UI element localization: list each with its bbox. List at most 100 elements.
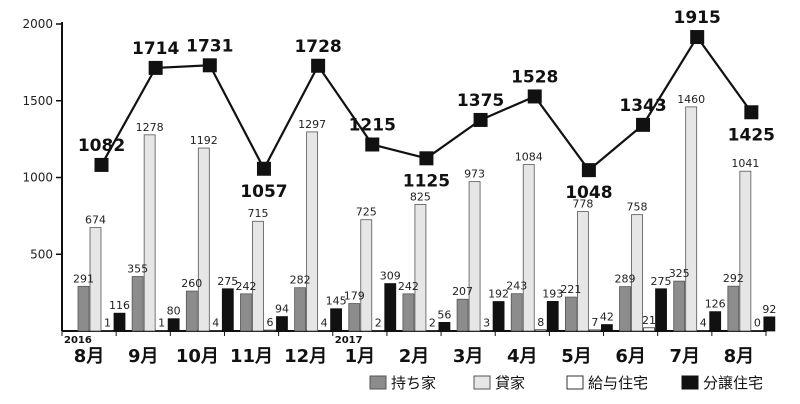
bar-value-label: 4 bbox=[212, 316, 219, 329]
bar-2 bbox=[576, 211, 589, 332]
bar-4 bbox=[655, 288, 667, 332]
bar-value-label: 56 bbox=[437, 308, 451, 321]
bar-1 bbox=[348, 303, 361, 332]
legend-label: 貸家 bbox=[495, 374, 525, 392]
x-category-label: 5月 bbox=[561, 346, 592, 367]
x-category-label: 12月 bbox=[284, 346, 327, 367]
bar-value-label: 674 bbox=[85, 214, 106, 227]
line-marker bbox=[419, 151, 434, 166]
x-category-label: 6月 bbox=[615, 346, 646, 367]
bar-value-label: 179 bbox=[344, 290, 365, 303]
bar-value-label: 242 bbox=[235, 280, 256, 293]
legend-swatch bbox=[681, 375, 699, 390]
bar-3 bbox=[588, 329, 601, 332]
line-marker bbox=[690, 30, 705, 45]
line-value-label: 1057 bbox=[240, 182, 287, 202]
line-value-label: 1082 bbox=[78, 136, 125, 156]
bar-1 bbox=[185, 290, 198, 332]
legend-label: 分譲住宅 bbox=[703, 374, 763, 392]
bar-value-label: 80 bbox=[167, 305, 181, 318]
bar-value-label: 291 bbox=[73, 272, 94, 285]
line-labels-layer: 1082 1714 1731 1057 1728 1215 1125 1375 1528 1048… bbox=[78, 8, 775, 203]
line-marker bbox=[148, 60, 163, 75]
line-marker bbox=[311, 58, 326, 73]
bar-value-label: 758 bbox=[627, 201, 648, 214]
bar-value-label: 973 bbox=[464, 168, 485, 181]
bar-value-label: 221 bbox=[560, 283, 581, 296]
bar-3 bbox=[264, 329, 276, 332]
line-marker bbox=[473, 112, 488, 127]
bar-3 bbox=[643, 327, 655, 332]
bar-value-label: 1192 bbox=[190, 134, 218, 147]
bar-labels-layer: 2916741116355127818026011924275242715694… bbox=[73, 93, 776, 330]
line-value-label: 1425 bbox=[728, 125, 775, 145]
line-marker bbox=[744, 105, 759, 120]
bar-2 bbox=[739, 170, 752, 332]
bar-4 bbox=[546, 300, 559, 332]
bar-3 bbox=[751, 330, 764, 332]
line-value-label: 1215 bbox=[349, 115, 396, 135]
bar-value-label: 116 bbox=[109, 299, 130, 312]
bar-value-label: 1297 bbox=[298, 118, 326, 131]
line-marker bbox=[256, 161, 271, 176]
bar-value-label: 145 bbox=[326, 295, 347, 308]
bar-1 bbox=[77, 285, 90, 332]
bar-value-label: 42 bbox=[600, 311, 614, 324]
bar-value-label: 825 bbox=[410, 190, 431, 203]
legend-swatch bbox=[566, 375, 584, 390]
bar-value-label: 282 bbox=[290, 274, 311, 287]
x-category-label: 3月 bbox=[453, 346, 484, 367]
bar-2 bbox=[89, 227, 102, 332]
legend-label: 給与住宅 bbox=[588, 374, 648, 392]
bar-4 bbox=[330, 308, 343, 332]
bar-2 bbox=[414, 203, 427, 332]
x-category-label: 7月 bbox=[670, 346, 701, 367]
bar-4 bbox=[276, 316, 288, 332]
bar-4 bbox=[221, 288, 234, 332]
bar-value-label: 242 bbox=[398, 280, 419, 293]
bar-4 bbox=[763, 316, 776, 332]
legend-swatch bbox=[473, 375, 491, 390]
bar-1 bbox=[564, 296, 577, 332]
bar-4 bbox=[438, 322, 451, 332]
y-tick-label: 1000 bbox=[22, 171, 53, 185]
line-value-label: 1731 bbox=[186, 36, 233, 56]
bar-2 bbox=[468, 181, 481, 332]
bar-value-label: 207 bbox=[452, 285, 473, 298]
bar-value-label: 4 bbox=[321, 316, 328, 329]
bar-4 bbox=[492, 301, 505, 332]
bar-3 bbox=[697, 329, 710, 332]
bar-3 bbox=[101, 330, 114, 332]
bar-3 bbox=[426, 330, 439, 332]
bar-value-label: 1 bbox=[158, 317, 165, 330]
bar-2 bbox=[306, 131, 319, 332]
bar-2 bbox=[252, 220, 264, 332]
bar-1 bbox=[131, 276, 144, 332]
bar-4 bbox=[709, 311, 722, 332]
x-category-label: 2月 bbox=[399, 346, 430, 367]
bar-value-label: 126 bbox=[705, 298, 726, 311]
bar-1 bbox=[619, 286, 631, 332]
x-category-label: 8月 bbox=[724, 346, 755, 367]
bar-value-label: 243 bbox=[506, 280, 527, 293]
bar-value-label: 6 bbox=[266, 316, 273, 329]
line-marker bbox=[202, 58, 217, 73]
x-category-label: 11月 bbox=[230, 346, 273, 367]
bar-4 bbox=[167, 318, 180, 332]
bar-value-label: 193 bbox=[542, 287, 563, 300]
y-tick-label: 1500 bbox=[22, 94, 53, 108]
bars-layer bbox=[77, 106, 776, 332]
bar-value-label: 2 bbox=[429, 317, 436, 330]
bar-2 bbox=[522, 164, 535, 332]
bar-3 bbox=[534, 329, 547, 332]
bar-3 bbox=[209, 329, 222, 332]
bar-value-label: 1278 bbox=[136, 121, 164, 134]
bar-value-label: 725 bbox=[356, 206, 377, 219]
line-marker bbox=[636, 117, 651, 132]
bar-value-label: 1041 bbox=[731, 157, 759, 170]
bar-value-label: 778 bbox=[572, 198, 593, 211]
bar-value-label: 1084 bbox=[515, 151, 543, 164]
